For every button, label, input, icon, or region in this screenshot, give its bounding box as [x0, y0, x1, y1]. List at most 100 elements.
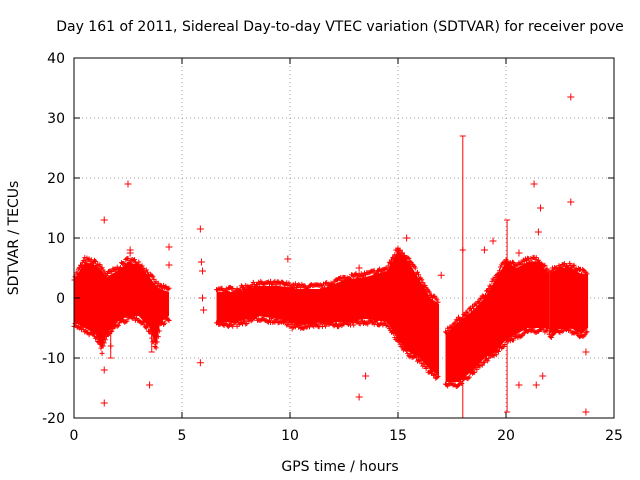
data-point — [488, 283, 494, 289]
data-point — [124, 318, 130, 324]
data-point — [425, 288, 431, 294]
data-point — [434, 374, 440, 380]
data-point — [156, 328, 162, 334]
data-point — [225, 323, 231, 329]
data-point — [471, 306, 477, 312]
data-point — [530, 325, 536, 331]
data-point — [583, 330, 589, 336]
data-point — [392, 252, 398, 258]
outlier-point — [362, 372, 370, 380]
data-point — [465, 311, 471, 317]
data-point — [329, 282, 335, 288]
x-tick-label: 25 — [605, 428, 623, 444]
data-point — [228, 319, 234, 325]
data-point — [339, 278, 345, 284]
grid-lines — [74, 58, 614, 418]
data-point — [269, 315, 275, 321]
y-tick-label: -20 — [42, 411, 65, 427]
data-point — [372, 271, 378, 277]
data-point — [101, 340, 107, 346]
data-point — [254, 314, 260, 320]
data-point — [498, 264, 504, 270]
data-point — [548, 334, 554, 340]
data-point — [273, 282, 279, 288]
data-point — [237, 287, 243, 293]
data-point — [351, 322, 357, 328]
data-point — [149, 273, 155, 279]
data-point — [559, 328, 565, 334]
data-point — [529, 259, 535, 265]
data-point — [243, 321, 249, 327]
data-point — [459, 247, 466, 253]
outlier-point — [284, 255, 292, 263]
data-point — [72, 274, 78, 280]
outlier-point — [489, 237, 497, 245]
data-point — [420, 280, 426, 286]
y-axis-label: SDTVAR / TECUs — [6, 181, 22, 296]
data-point — [544, 266, 550, 272]
outlier-point — [515, 381, 523, 389]
data-point — [219, 285, 225, 291]
data-point — [414, 269, 420, 275]
data-point — [109, 328, 115, 334]
data-point — [580, 266, 586, 272]
data-point — [511, 337, 517, 343]
data-point — [424, 364, 430, 370]
outlier-point — [582, 348, 590, 356]
data-point — [449, 325, 455, 331]
data-point — [435, 373, 441, 379]
outlier-point — [355, 264, 363, 272]
data-point — [391, 330, 397, 336]
data-point — [373, 318, 379, 324]
y-tick-label: 0 — [56, 291, 65, 307]
data-point — [97, 262, 103, 268]
y-tick-label: 40 — [47, 51, 65, 67]
data-point — [153, 345, 159, 351]
data-point — [494, 348, 500, 354]
data-point — [421, 360, 427, 366]
outlier-point — [567, 198, 575, 206]
axis-ticks: 0 5 10 15 20 25 -20 -10 0 10 20 30 40 — [42, 51, 623, 444]
data-point — [282, 318, 288, 324]
data-point — [408, 351, 414, 357]
outlier-point — [532, 381, 540, 389]
outlier-point — [199, 294, 207, 302]
data-point — [148, 331, 155, 337]
data-point — [535, 257, 541, 263]
data-point — [497, 268, 503, 274]
outlier-point — [355, 393, 363, 401]
data-point — [127, 259, 133, 265]
data-point — [397, 341, 403, 347]
data-band — [216, 250, 440, 376]
data-point — [95, 338, 101, 344]
data-series — [71, 93, 590, 419]
data-point — [493, 352, 499, 358]
outlier-point — [537, 204, 545, 212]
data-point — [162, 320, 168, 326]
data-point — [406, 255, 412, 261]
data-point — [323, 323, 329, 329]
data-point — [570, 263, 576, 269]
data-point — [365, 321, 371, 327]
data-point — [476, 300, 482, 306]
data-point — [477, 296, 483, 302]
outlier-point — [196, 359, 204, 367]
data-point — [495, 348, 501, 354]
y-tick-label: 10 — [47, 231, 65, 247]
data-point — [150, 274, 156, 280]
data-point — [89, 260, 95, 266]
data-point — [485, 358, 491, 364]
data-point — [122, 261, 128, 267]
data-point — [422, 282, 428, 288]
data-point — [584, 271, 590, 277]
data-point — [474, 366, 480, 372]
outlier-point — [199, 267, 207, 275]
data-point — [139, 263, 145, 269]
data-point — [567, 326, 573, 332]
data-point — [333, 321, 339, 327]
outlier-point — [197, 258, 205, 266]
data-point — [136, 259, 142, 265]
data-point — [479, 362, 485, 368]
data-point — [317, 282, 323, 288]
data-point — [558, 265, 564, 271]
